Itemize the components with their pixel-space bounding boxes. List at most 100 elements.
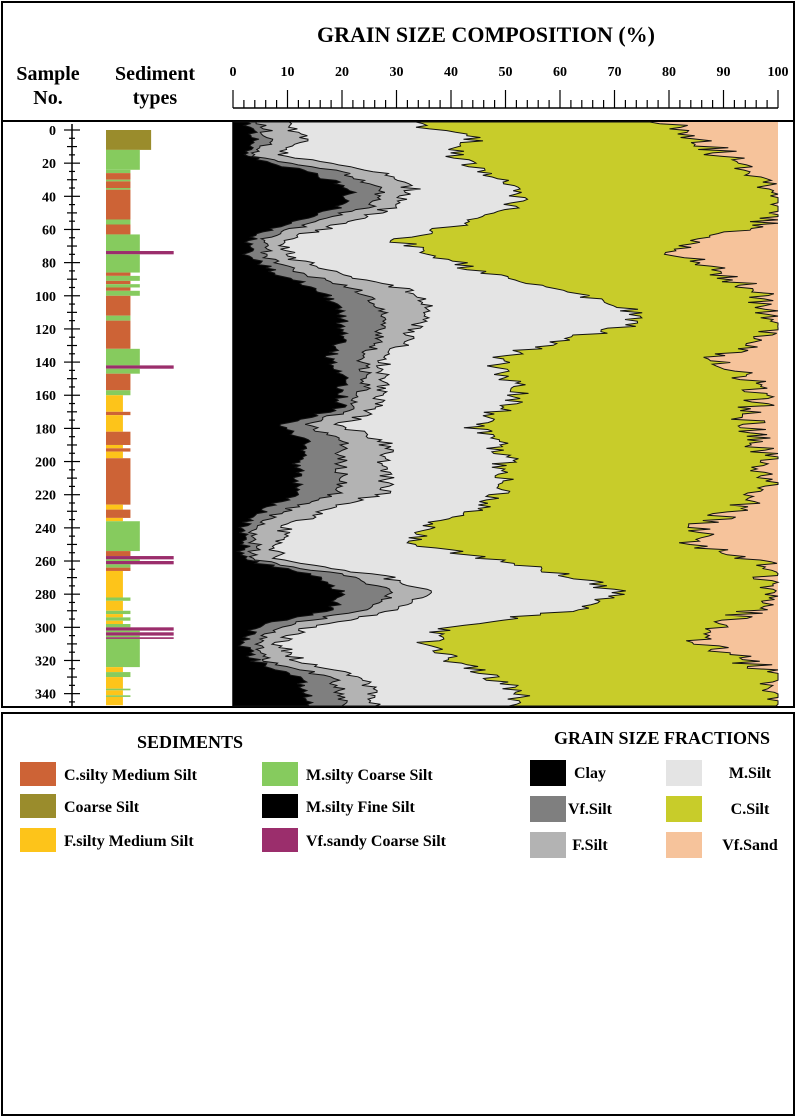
sediment-layer bbox=[106, 696, 123, 706]
sediment-layer bbox=[106, 561, 174, 565]
x-axis: 0 10 20 30 40 50 60 70 80 90 100 bbox=[230, 65, 789, 109]
x-tick-label: 70 bbox=[608, 65, 622, 80]
x-tick-label: 50 bbox=[499, 65, 513, 80]
sediment-layer bbox=[106, 667, 123, 673]
legend-frame bbox=[1, 712, 795, 1116]
fraction-legend-label: F.Silt bbox=[572, 837, 608, 854]
sediment-column-label-line1: Sediment bbox=[115, 63, 195, 85]
x-tick-label: 40 bbox=[444, 65, 458, 80]
sediment-layer bbox=[106, 189, 131, 220]
depth-column-label-line1: Sample bbox=[16, 63, 79, 85]
sediment-layer bbox=[106, 219, 131, 225]
sediment-layer bbox=[106, 567, 131, 571]
sediment-layer bbox=[106, 365, 174, 369]
x-tick-label: 0 bbox=[230, 65, 237, 80]
fraction-legend-swatch bbox=[530, 832, 566, 858]
y-tick-label: 40 bbox=[42, 190, 56, 205]
sediment-layer bbox=[106, 690, 123, 696]
sediment-layer bbox=[106, 280, 131, 285]
sediment-layer bbox=[106, 600, 123, 611]
sediment-layer bbox=[106, 390, 131, 396]
sediment-layer bbox=[106, 295, 131, 316]
x-tick-label: 80 bbox=[662, 65, 676, 80]
sediment-layer bbox=[106, 630, 140, 633]
y-tick-label: 300 bbox=[35, 621, 56, 636]
sediment-layer bbox=[106, 627, 174, 631]
sediment-layer bbox=[106, 632, 174, 636]
sediment-layer bbox=[106, 695, 131, 697]
grain-size-plot bbox=[232, 121, 780, 707]
sediment-layer bbox=[106, 275, 140, 281]
sediment-layer bbox=[106, 570, 123, 598]
sediments-legend: C.silty Medium Silt M.silty Coarse Silt Co… bbox=[20, 762, 447, 852]
sediment-layer bbox=[106, 610, 131, 615]
y-tick-label: 320 bbox=[35, 654, 56, 669]
sediment-layer bbox=[106, 254, 140, 273]
y-tick-label: 180 bbox=[35, 422, 56, 437]
sediment-layer bbox=[106, 181, 131, 189]
sediment-layer bbox=[106, 169, 131, 174]
y-tick-label: 0 bbox=[49, 124, 56, 139]
x-tick-label: 60 bbox=[553, 65, 567, 80]
y-tick-label: 140 bbox=[35, 356, 56, 371]
y-axis: 0 20 40 60 80 100 120 140 160 180 200 220 240 260 280 3… bbox=[35, 124, 80, 706]
sediment-legend-swatch bbox=[262, 762, 298, 786]
fraction-legend-label: M.Silt bbox=[729, 765, 772, 782]
sediment-layer bbox=[106, 368, 140, 374]
sediment-legend-swatch bbox=[20, 794, 56, 818]
sediment-legend-label: Vf.sandy Coarse Silt bbox=[306, 833, 447, 850]
sediment-layer bbox=[106, 234, 140, 252]
fraction-legend-swatch bbox=[530, 760, 566, 786]
sediment-layer bbox=[106, 504, 123, 510]
fraction-legend-swatch bbox=[530, 796, 566, 822]
y-tick-label: 60 bbox=[42, 223, 56, 238]
sediment-layer bbox=[106, 564, 131, 568]
x-tick-label: 10 bbox=[281, 65, 295, 80]
sediment-legend-swatch bbox=[20, 762, 56, 786]
x-tick-label: 90 bbox=[717, 65, 731, 80]
y-tick-label: 260 bbox=[35, 555, 56, 570]
sediment-layer bbox=[106, 597, 131, 601]
sediment-legend-label: C.silty Medium Silt bbox=[64, 767, 198, 784]
sediment-column-label-line2: types bbox=[133, 87, 178, 109]
fraction-legend-label: Clay bbox=[574, 765, 606, 782]
sediment-legend-label: F.silty Medium Silt bbox=[64, 833, 194, 850]
sediment-layer bbox=[106, 638, 140, 668]
sediment-layer bbox=[106, 431, 131, 445]
sediment-layer bbox=[106, 415, 123, 432]
fractions-legend-title: GRAIN SIZE FRACTIONS bbox=[554, 728, 770, 748]
depth-column-label-line2: No. bbox=[33, 87, 62, 109]
fraction-legend-label: C.Silt bbox=[731, 801, 770, 818]
y-tick-label: 100 bbox=[35, 290, 56, 305]
sediment-layer bbox=[106, 290, 140, 296]
x-tick-label: 20 bbox=[335, 65, 349, 80]
sediment-layer bbox=[106, 637, 174, 639]
fraction-legend-swatch bbox=[666, 832, 702, 858]
y-tick-label: 120 bbox=[35, 323, 56, 338]
sediment-layer bbox=[106, 551, 131, 557]
y-tick-label: 200 bbox=[35, 456, 56, 471]
sediment-layer bbox=[106, 395, 123, 412]
y-tick-label: 220 bbox=[35, 489, 56, 504]
sediment-layer bbox=[106, 635, 140, 638]
sediment-layer bbox=[106, 448, 131, 452]
fraction-legend-label: Vf.Sand bbox=[722, 837, 778, 854]
sediment-legend-label: Coarse Silt bbox=[64, 799, 140, 816]
sediment-layer bbox=[106, 556, 174, 560]
sediment-layer bbox=[106, 458, 131, 505]
sediment-layer bbox=[106, 411, 131, 416]
sediment-column bbox=[106, 130, 174, 706]
y-tick-label: 280 bbox=[35, 588, 56, 603]
sediment-layer bbox=[106, 677, 123, 689]
y-tick-label: 160 bbox=[35, 389, 56, 404]
sediment-layer bbox=[106, 315, 131, 321]
sediment-layer bbox=[106, 251, 174, 255]
m-silt-area bbox=[232, 121, 643, 707]
sediment-layer bbox=[106, 373, 131, 391]
sediment-layer bbox=[106, 688, 131, 691]
sediment-layer bbox=[106, 451, 123, 459]
sediment-legend-label: M.silty Coarse Silt bbox=[306, 767, 433, 784]
y-tick-label: 80 bbox=[42, 257, 56, 272]
sediment-layer bbox=[106, 188, 131, 190]
